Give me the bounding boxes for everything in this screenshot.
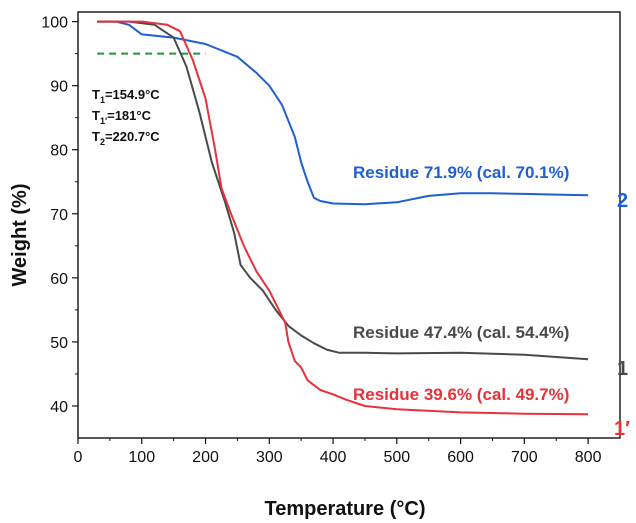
td-line-1: T1=154.9°C bbox=[92, 87, 160, 105]
series-label-1: 1 bbox=[617, 358, 628, 380]
y-tick-label: 100 bbox=[41, 15, 68, 32]
axes bbox=[77, 11, 621, 439]
x-tick-label: 600 bbox=[447, 449, 474, 466]
y-tick-label: 60 bbox=[50, 271, 68, 288]
td-line-1prime: T1'=181°C bbox=[92, 108, 152, 126]
x-tick-label: 100 bbox=[128, 449, 155, 466]
series-line-2 bbox=[97, 20, 589, 206]
series-line-1 bbox=[97, 20, 589, 361]
x-tick-label: 300 bbox=[256, 449, 283, 466]
residue-label-1prime: Residue 39.6% (cal. 49.7%) bbox=[353, 385, 569, 404]
series-line-1prime bbox=[97, 20, 589, 416]
y-tick-label: 40 bbox=[50, 399, 68, 416]
td-line-2: T2=220.7°C bbox=[92, 129, 160, 147]
x-tick-label: 0 bbox=[74, 449, 83, 466]
x-tick-label: 400 bbox=[320, 449, 347, 466]
ticks: 0 100 200 300 400 500 600 700 800 40 50 60 70 80 90 100 bbox=[41, 15, 601, 466]
residue-label-1: Residue 47.4% (cal. 54.4%) bbox=[353, 323, 569, 342]
x-tick-label: 200 bbox=[192, 449, 219, 466]
residue-label-2: Residue 71.9% (cal. 70.1%) bbox=[353, 163, 569, 182]
series-label-2: 2 bbox=[617, 190, 628, 212]
y-tick-label: 70 bbox=[50, 207, 68, 224]
y-tick-label: 90 bbox=[50, 79, 68, 96]
plot-frame bbox=[77, 11, 621, 439]
x-axis-title: Temperature (°C) bbox=[265, 498, 426, 520]
y-axis-title: Weight (%) bbox=[9, 184, 31, 287]
x-tick-label: 500 bbox=[383, 449, 410, 466]
td-annotations: T1=154.9°C T1'=181°C T2=220.7°C bbox=[92, 87, 160, 147]
series-label-1prime: 1′ bbox=[614, 418, 630, 440]
x-tick-label: 700 bbox=[511, 449, 538, 466]
y-tick-label: 50 bbox=[50, 335, 68, 352]
x-tick-label: 800 bbox=[575, 449, 602, 466]
y-tick-label: 80 bbox=[50, 143, 68, 160]
series-lines bbox=[97, 20, 589, 416]
